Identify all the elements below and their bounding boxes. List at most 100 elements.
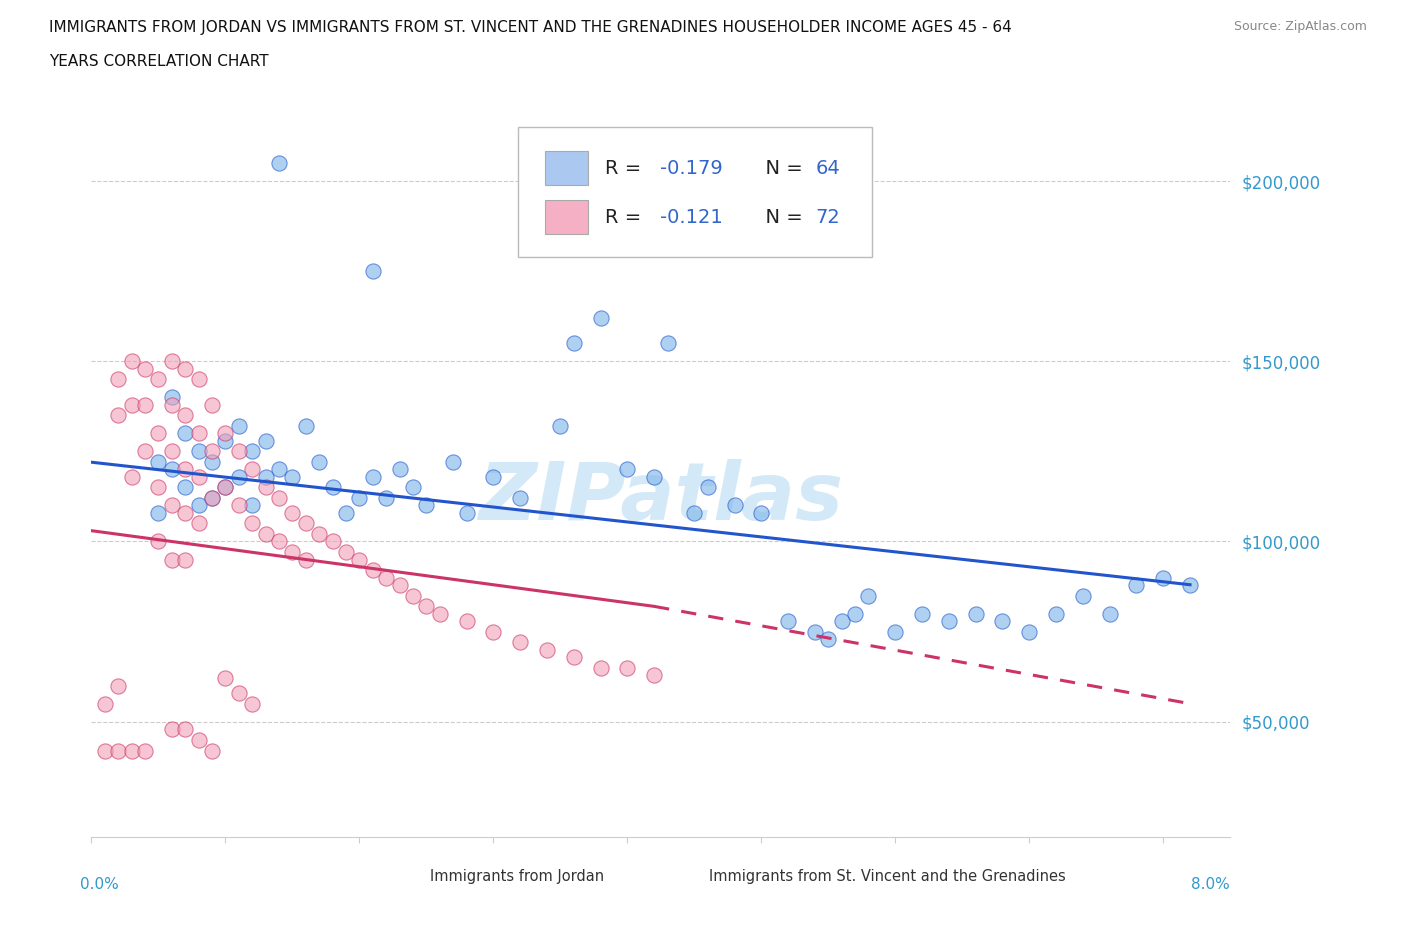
Text: 8.0%: 8.0% bbox=[1191, 877, 1230, 892]
Point bbox=[187, 444, 209, 458]
Point bbox=[94, 743, 117, 758]
Point bbox=[160, 552, 183, 567]
Text: YEARS CORRELATION CHART: YEARS CORRELATION CHART bbox=[49, 54, 269, 69]
Point bbox=[749, 505, 772, 520]
Point bbox=[174, 505, 197, 520]
Point bbox=[121, 743, 143, 758]
Point bbox=[254, 526, 277, 541]
Point bbox=[94, 697, 117, 711]
Point bbox=[254, 433, 277, 448]
Point bbox=[254, 469, 277, 484]
Point bbox=[228, 685, 250, 700]
Point bbox=[121, 469, 143, 484]
Text: Immigrants from St. Vincent and the Grenadines: Immigrants from St. Vincent and the Gren… bbox=[709, 870, 1066, 884]
Point bbox=[482, 469, 505, 484]
Point bbox=[965, 606, 987, 621]
Point bbox=[107, 678, 129, 693]
Point bbox=[254, 480, 277, 495]
Point bbox=[160, 498, 183, 513]
Point bbox=[335, 505, 357, 520]
FancyBboxPatch shape bbox=[519, 127, 872, 257]
Point bbox=[121, 397, 143, 412]
Point bbox=[616, 462, 638, 477]
Point bbox=[361, 469, 384, 484]
Point bbox=[349, 491, 371, 506]
Point bbox=[201, 491, 224, 506]
Point bbox=[1071, 588, 1094, 603]
Text: N =: N = bbox=[754, 159, 808, 178]
Point bbox=[201, 455, 224, 470]
Point bbox=[174, 480, 197, 495]
Point bbox=[1125, 578, 1147, 592]
Point bbox=[148, 372, 170, 387]
Point bbox=[201, 444, 224, 458]
Point bbox=[240, 516, 263, 531]
Point bbox=[187, 426, 209, 441]
Point bbox=[322, 534, 344, 549]
Point bbox=[121, 354, 143, 369]
Point bbox=[281, 505, 304, 520]
Point bbox=[214, 433, 236, 448]
Point bbox=[174, 361, 197, 376]
Point bbox=[214, 426, 236, 441]
Point bbox=[160, 397, 183, 412]
Point bbox=[388, 578, 411, 592]
Point bbox=[187, 498, 209, 513]
Point bbox=[240, 444, 263, 458]
Text: Source: ZipAtlas.com: Source: ZipAtlas.com bbox=[1233, 20, 1367, 33]
Point bbox=[294, 552, 316, 567]
Point bbox=[335, 545, 357, 560]
Point bbox=[240, 697, 263, 711]
Point bbox=[160, 462, 183, 477]
Point bbox=[308, 526, 330, 541]
Point bbox=[991, 614, 1014, 629]
Point bbox=[589, 660, 612, 675]
Point bbox=[107, 372, 129, 387]
Point bbox=[294, 516, 316, 531]
Point bbox=[1098, 606, 1121, 621]
Point bbox=[817, 631, 839, 646]
Point bbox=[562, 336, 585, 351]
Text: N =: N = bbox=[754, 207, 808, 227]
Point bbox=[148, 455, 170, 470]
Point bbox=[1152, 570, 1174, 585]
Point bbox=[322, 480, 344, 495]
Point bbox=[858, 588, 880, 603]
Point bbox=[214, 480, 236, 495]
Point bbox=[844, 606, 866, 621]
Point bbox=[683, 505, 706, 520]
FancyBboxPatch shape bbox=[678, 865, 703, 893]
Text: IMMIGRANTS FROM JORDAN VS IMMIGRANTS FROM ST. VINCENT AND THE GRENADINES HOUSEHO: IMMIGRANTS FROM JORDAN VS IMMIGRANTS FRO… bbox=[49, 20, 1012, 35]
Point bbox=[429, 606, 451, 621]
Point bbox=[1045, 606, 1067, 621]
Point bbox=[402, 480, 425, 495]
Point bbox=[281, 545, 304, 560]
Point bbox=[723, 498, 745, 513]
Text: -0.121: -0.121 bbox=[659, 207, 723, 227]
Point bbox=[482, 624, 505, 639]
Point bbox=[509, 491, 531, 506]
Point bbox=[388, 462, 411, 477]
Point bbox=[375, 491, 398, 506]
Point bbox=[174, 426, 197, 441]
Point bbox=[778, 614, 800, 629]
Point bbox=[160, 444, 183, 458]
FancyBboxPatch shape bbox=[544, 200, 588, 234]
Text: ZIPatlas: ZIPatlas bbox=[478, 459, 844, 538]
Point bbox=[267, 491, 290, 506]
Point bbox=[657, 336, 679, 351]
Point bbox=[643, 668, 665, 683]
Point bbox=[589, 311, 612, 325]
Point bbox=[134, 361, 156, 376]
Point bbox=[160, 354, 183, 369]
FancyBboxPatch shape bbox=[399, 865, 425, 893]
Point bbox=[884, 624, 907, 639]
Point bbox=[174, 552, 197, 567]
Point bbox=[349, 552, 371, 567]
Point bbox=[696, 480, 718, 495]
Point bbox=[187, 469, 209, 484]
Text: R =: R = bbox=[605, 159, 648, 178]
Point bbox=[134, 444, 156, 458]
Point bbox=[107, 743, 129, 758]
Text: R =: R = bbox=[605, 207, 648, 227]
